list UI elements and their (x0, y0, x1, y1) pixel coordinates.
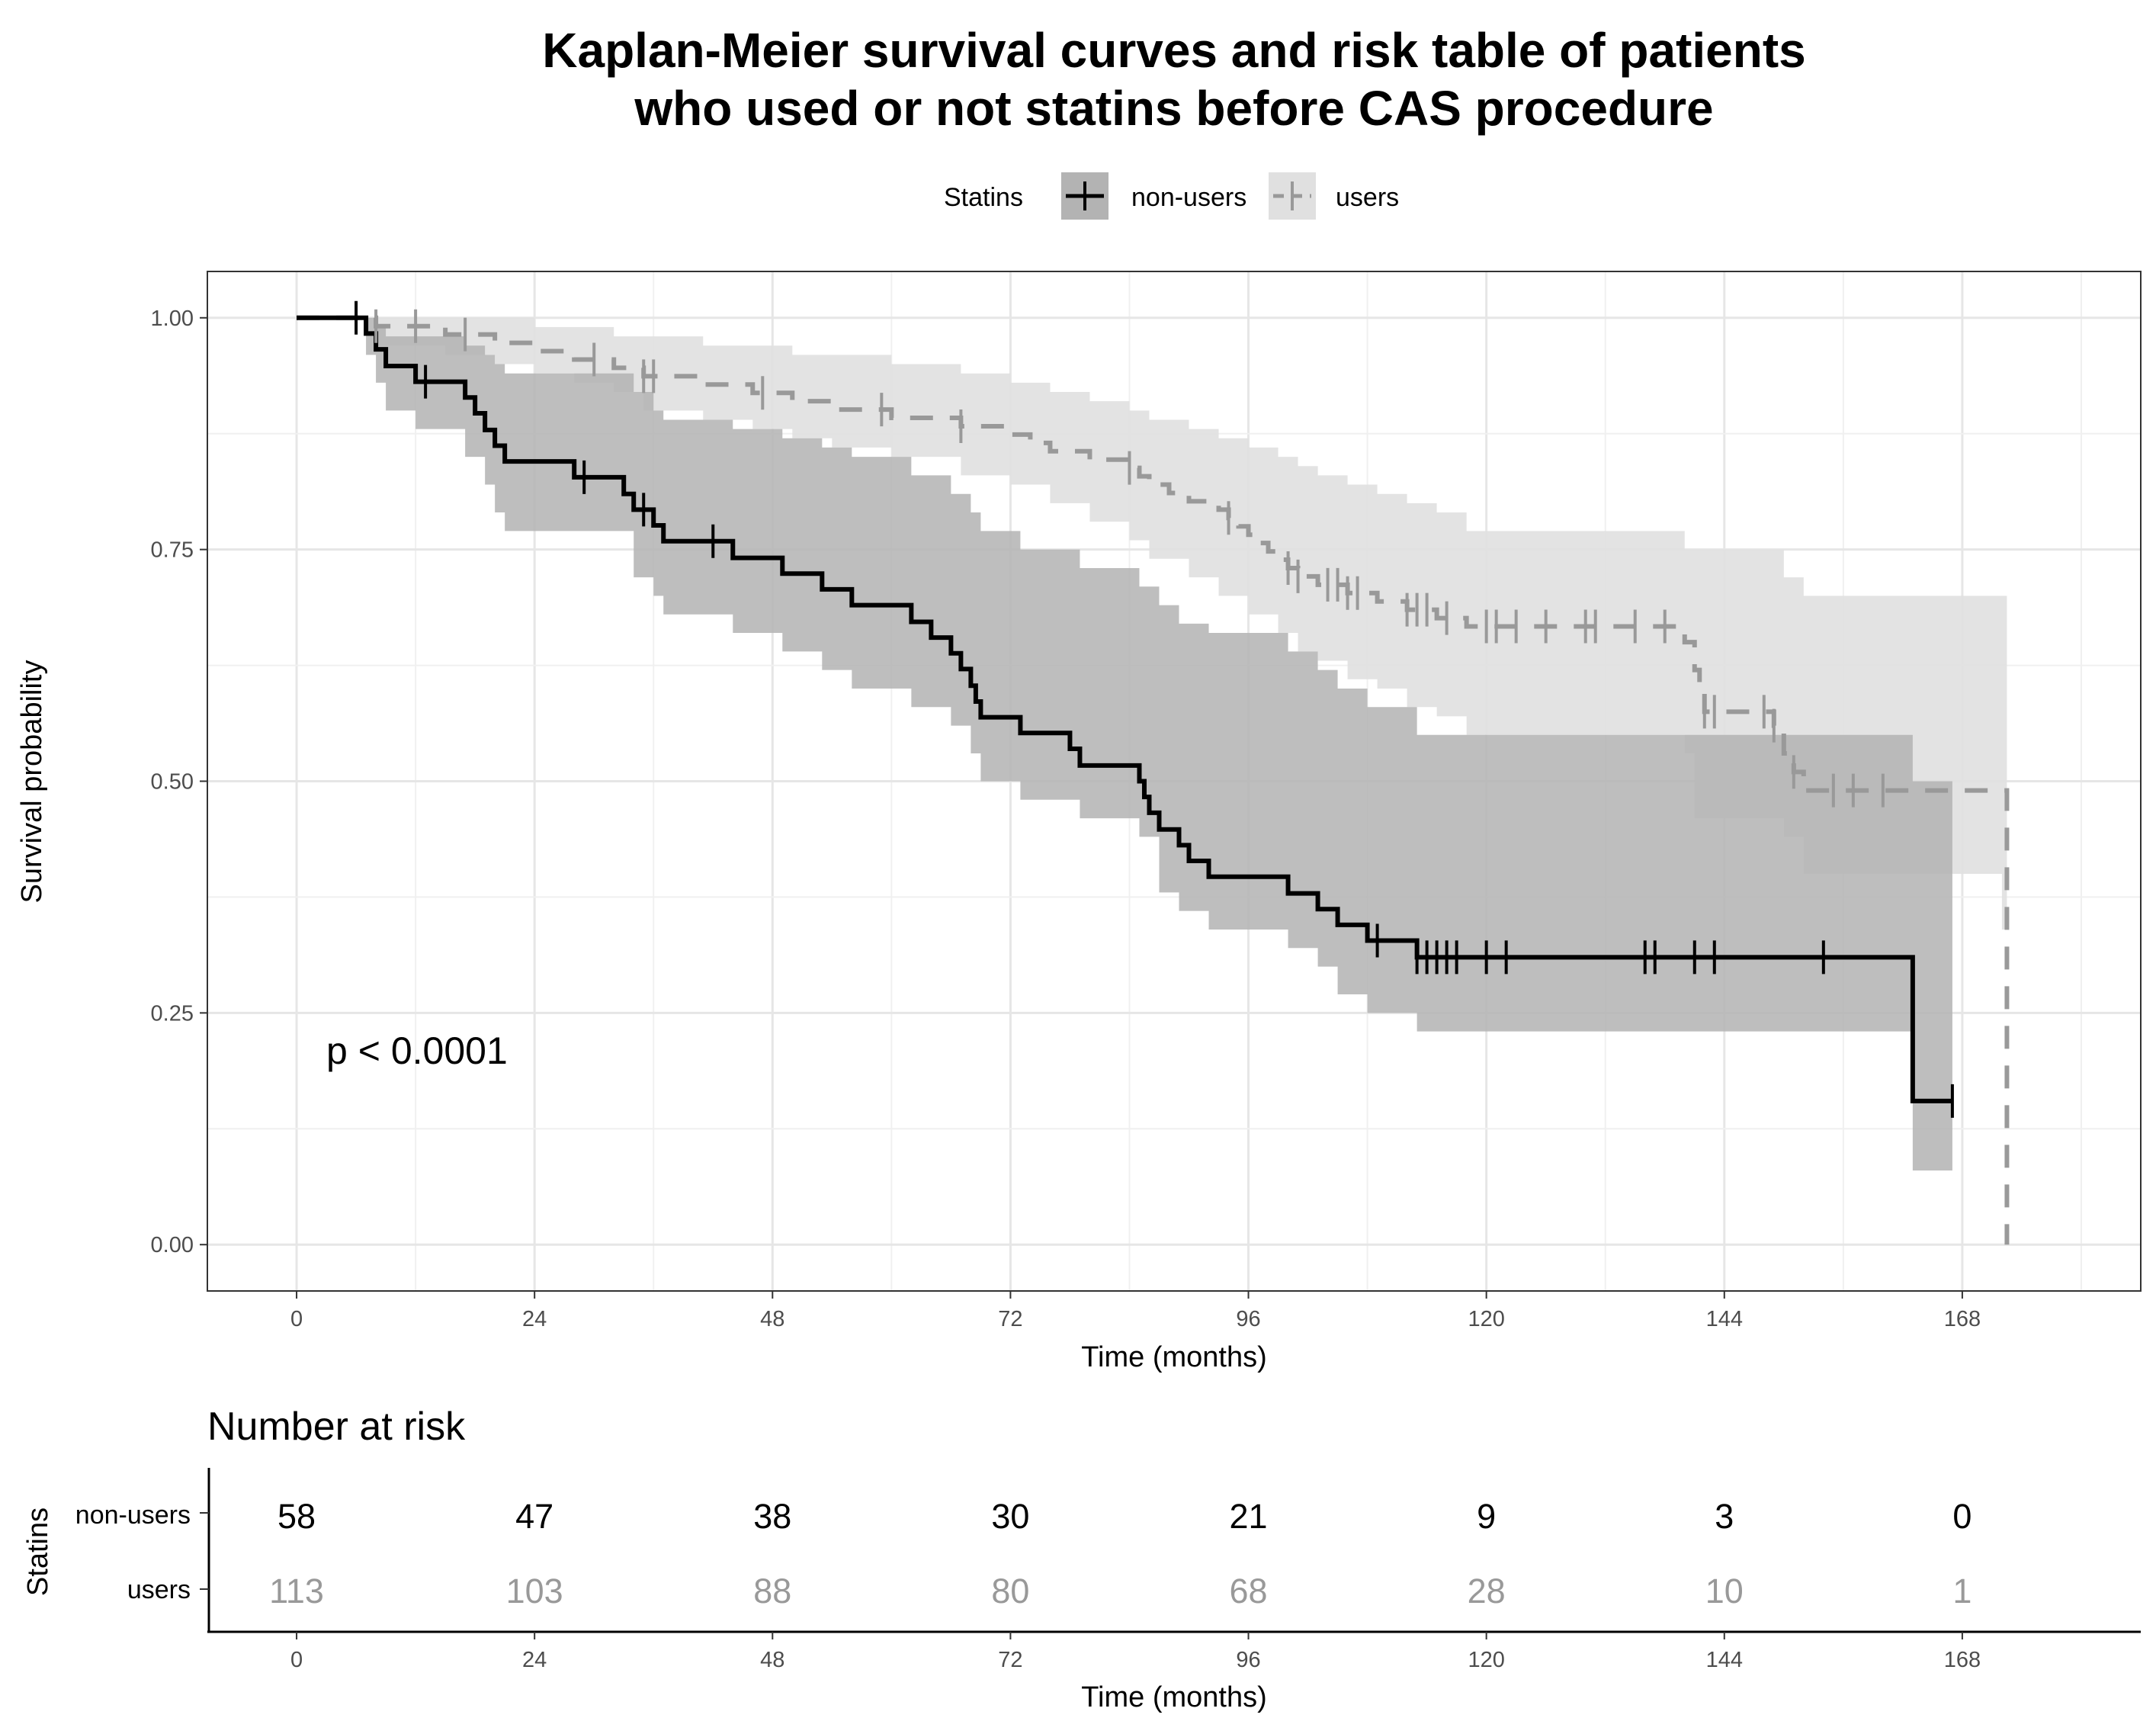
plot-panel: p < 0.0001 (207, 271, 2142, 1292)
x-tick-label: 0 (290, 1307, 303, 1331)
survival-curves (297, 315, 2010, 1245)
x-tick-label: 144 (1706, 1307, 1743, 1331)
y-tick-label: 0.75 (151, 538, 194, 563)
axes: 0 24 48 72 96 120 144 168 0.00 0.25 0.50 0.75 1.00 (151, 307, 1981, 1331)
risk-value-non-users: 3 (1715, 1497, 1734, 1536)
risk-x-tick-label: 168 (1944, 1648, 1981, 1672)
risk-table: Number at risk Statins non-users users 5… (22, 1405, 2141, 1713)
risk-x-tick-label: 24 (522, 1648, 547, 1672)
risk-row-label-non-users: non-users (75, 1501, 191, 1530)
x-tick-label: 48 (760, 1307, 784, 1331)
legend-label-users: users (1336, 183, 1399, 212)
risk-x-tick-label: 144 (1706, 1648, 1743, 1672)
legend-label-non-users: non-users (1131, 183, 1246, 212)
chart-title-line-1: Kaplan-Meier survival curves and risk ta… (542, 23, 1805, 78)
risk-x-tick-label: 48 (760, 1648, 784, 1672)
risk-value-users: 103 (506, 1572, 563, 1610)
risk-value-users: 68 (1230, 1572, 1268, 1610)
legend-title: Statins (944, 183, 1023, 212)
risk-x-tick-label: 72 (998, 1648, 1022, 1672)
x-tick-label: 24 (522, 1307, 547, 1331)
risk-value-users: 88 (753, 1572, 791, 1610)
survival-curve-users (297, 315, 2010, 1245)
risk-axis: 0 24 48 72 96 120 144 168 (200, 1512, 1981, 1672)
risk-value-non-users: 30 (991, 1497, 1029, 1536)
x-tick-label: 72 (998, 1307, 1022, 1331)
risk-row-label-users: users (127, 1575, 191, 1604)
x-tick-label: 96 (1236, 1307, 1260, 1331)
risk-value-users: 28 (1468, 1572, 1506, 1610)
y-tick-label: 0.50 (151, 770, 194, 795)
y-tick-label: 0.00 (151, 1233, 194, 1257)
risk-x-tick-label: 0 (290, 1648, 303, 1672)
risk-value-users: 113 (269, 1572, 324, 1610)
risk-value-non-users: 47 (515, 1497, 553, 1536)
y-tick-label: 1.00 (151, 307, 194, 331)
censor-marks (355, 300, 1954, 1118)
risk-value-users: 10 (1705, 1572, 1744, 1610)
risk-value-non-users: 58 (278, 1497, 316, 1536)
risk-value-users: 1 (1952, 1572, 1972, 1610)
survival-curve-non-users (297, 315, 1952, 1103)
risk-table-strata-title: Statins (22, 1508, 54, 1596)
risk-value-non-users: 21 (1230, 1497, 1268, 1536)
risk-table-x-axis-title: Time (months) (1081, 1681, 1267, 1713)
x-tick-label: 168 (1944, 1307, 1981, 1331)
risk-table-title: Number at risk (207, 1405, 466, 1449)
risk-x-tick-label: 96 (1236, 1648, 1260, 1672)
risk-x-tick-label: 120 (1468, 1648, 1504, 1672)
chart-title-line-2: who used or not statins before CAS proce… (634, 81, 1713, 136)
x-axis-title: Time (months) (1081, 1341, 1267, 1373)
x-tick-label: 120 (1468, 1307, 1504, 1331)
legend: Statins non-users users (944, 172, 1399, 220)
y-axis-title: Survival probability (16, 660, 48, 904)
risk-value-users: 80 (991, 1572, 1029, 1610)
y-tick-label: 0.25 (151, 1001, 194, 1026)
p-value-annotation: p < 0.0001 (326, 1029, 508, 1072)
risk-value-non-users: 38 (753, 1497, 791, 1536)
risk-value-non-users: 9 (1477, 1497, 1496, 1536)
risk-value-non-users: 0 (1952, 1497, 1972, 1536)
